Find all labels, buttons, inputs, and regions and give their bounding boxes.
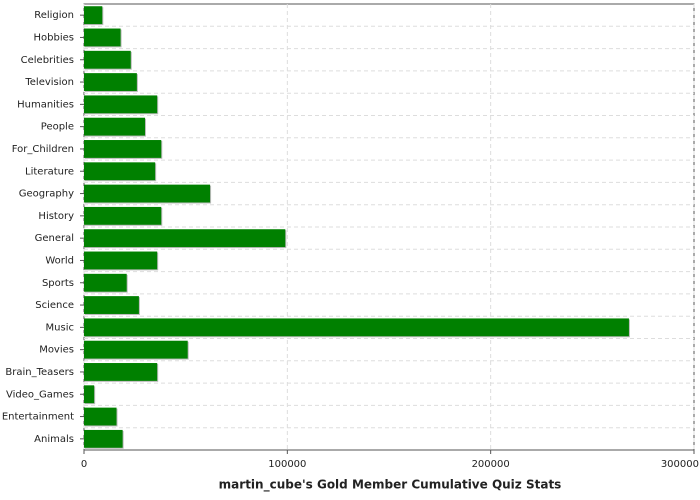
y-tick-label: Humanities	[17, 99, 74, 110]
bar	[84, 184, 211, 203]
bar	[84, 162, 156, 181]
y-tick-label: Literature	[25, 166, 74, 177]
bar	[84, 206, 162, 225]
bar	[84, 385, 95, 404]
bar	[84, 340, 188, 359]
bar	[84, 6, 103, 25]
y-tick-label: Animals	[34, 434, 74, 445]
bar	[84, 229, 286, 248]
y-tick-label: World	[45, 255, 74, 266]
bar	[84, 429, 123, 448]
y-tick-label: Celebrities	[21, 55, 74, 66]
y-tick-label: People	[41, 122, 74, 133]
y-tick-label: General	[35, 233, 74, 244]
x-tick-label: 100000	[268, 459, 306, 470]
bar	[84, 251, 158, 270]
y-tick-label: History	[38, 211, 74, 222]
y-tick-label: Movies	[39, 345, 74, 356]
bar	[84, 273, 127, 292]
bar	[84, 28, 121, 47]
x-tick-label: 200000	[472, 459, 510, 470]
y-tick-label: Video_Games	[6, 389, 74, 400]
y-tick-label: Hobbies	[34, 32, 74, 43]
y-tick-label: Television	[24, 77, 74, 88]
y-tick-label: Science	[35, 300, 74, 311]
bar	[84, 407, 117, 426]
y-tick-label: Music	[46, 322, 74, 333]
y-tick-label: Brain_Teasers	[5, 367, 74, 378]
bar	[84, 50, 131, 69]
y-tick-label: Sports	[42, 278, 74, 289]
x-tick-label: 0	[81, 459, 87, 470]
bar	[84, 73, 137, 91]
x-tick-label: 300000	[661, 459, 699, 470]
bar	[84, 140, 162, 158]
bar	[84, 363, 158, 381]
chart-title: martin_cube's Gold Member Cumulative Qui…	[219, 478, 562, 493]
y-tick-label: Entertainment	[2, 412, 74, 423]
y-tick-label: Geography	[19, 189, 74, 200]
bar	[84, 296, 139, 314]
bar	[84, 95, 158, 114]
bar	[84, 318, 629, 337]
y-tick-label: For_Children	[12, 144, 74, 155]
y-tick-label: Religion	[34, 10, 74, 21]
bar	[84, 117, 145, 136]
